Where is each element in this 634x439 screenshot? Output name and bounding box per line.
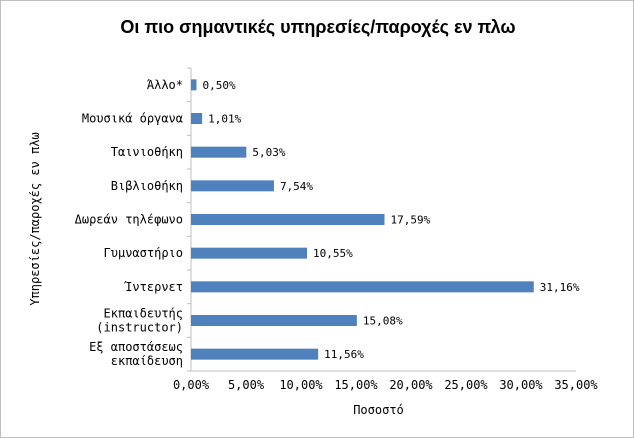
category-label: Εκπαιδευτής — [104, 307, 183, 321]
data-label: 15,08% — [363, 315, 403, 328]
category-label: Γυμναστήριο — [104, 246, 183, 260]
data-label: 11,56% — [324, 348, 364, 361]
bar — [191, 146, 247, 158]
y-axis-title: Υπηρεσίες/παροχές εν πλω — [28, 132, 42, 305]
chart-title: Οι πιο σημαντικές υπηρεσίες/παροχές εν π… — [120, 17, 516, 37]
x-tick-label: 25,00% — [444, 378, 488, 392]
category-label: Εξ αποστάσεως — [89, 340, 183, 354]
category-label: εκπαίδευση — [111, 354, 183, 368]
data-label: 17,59% — [390, 214, 430, 227]
category-label: Ίντερνετ — [123, 280, 183, 294]
data-label: 7,54% — [280, 180, 313, 193]
data-label: 1,01% — [208, 113, 241, 126]
data-label: 5,03% — [252, 146, 285, 159]
category-label: Δωρεάν τηλέφωνο — [75, 213, 183, 227]
bar — [191, 247, 308, 259]
data-label: 10,55% — [313, 247, 353, 260]
bar — [191, 113, 203, 124]
x-axis-title: Ποσοστό — [353, 403, 404, 417]
bar — [191, 348, 319, 360]
x-tick-label: 30,00% — [499, 378, 543, 392]
bar — [191, 315, 357, 326]
data-label: 0,50% — [203, 79, 236, 92]
category-label: Μουσικά όργανα — [82, 112, 183, 126]
bar — [191, 214, 385, 225]
data-label: 31,16% — [540, 281, 580, 294]
bar — [191, 180, 274, 192]
x-tick-label: 5,00% — [228, 378, 265, 392]
category-label: Ταινιοθήκη — [111, 145, 183, 159]
x-tick-label: 10,00% — [279, 378, 323, 392]
bar — [191, 281, 534, 293]
category-label: (instructor) — [96, 321, 183, 335]
x-tick-label: 20,00% — [389, 378, 433, 392]
x-tick-label: 0,00% — [173, 378, 210, 392]
x-tick-label: 15,00% — [334, 378, 378, 392]
category-label: Βιβλιοθήκη — [111, 179, 183, 193]
x-tick-label: 35,00% — [554, 378, 598, 392]
category-label: Άλλο* — [147, 78, 183, 92]
bar — [191, 79, 197, 91]
